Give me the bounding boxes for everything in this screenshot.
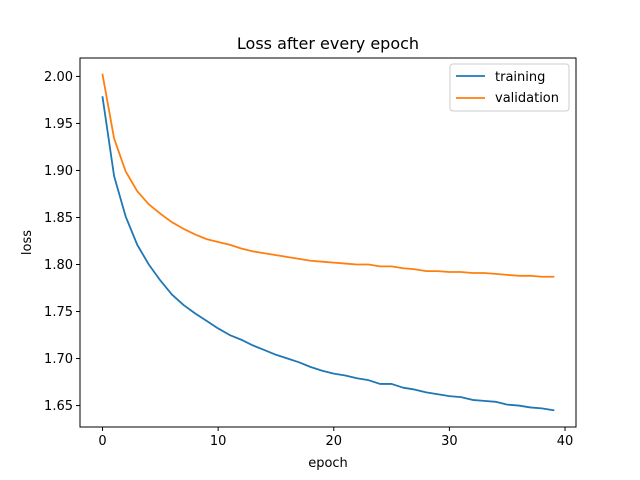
y-axis: 1.65 1.70 1.75 1.80 1.85 1.90 1.95 2.00 [44, 70, 80, 414]
x-tick-label: 10 [210, 434, 227, 449]
y-tick-label: 1.80 [44, 258, 73, 273]
y-tick-label: 1.85 [44, 211, 73, 226]
chart-title: Loss after every epoch [237, 34, 419, 53]
x-tick-label: 0 [98, 434, 106, 449]
x-axis-label: epoch [308, 456, 348, 471]
y-axis-label: loss [20, 230, 35, 255]
legend-label-training: training [495, 70, 545, 85]
y-tick-label: 1.95 [44, 117, 73, 132]
series-line-validation [101, 73, 555, 278]
x-axis: 0 10 20 30 40 [98, 427, 573, 449]
series-layer [101, 73, 555, 412]
x-tick-label: 20 [326, 434, 343, 449]
series-line-training [101, 96, 555, 412]
y-tick-label: 1.70 [44, 352, 73, 367]
y-tick-label: 1.65 [44, 399, 73, 414]
plot-area [79, 57, 577, 428]
x-tick-label: 40 [557, 434, 574, 449]
y-tick-label: 1.75 [44, 305, 73, 320]
y-tick-label: 1.90 [44, 164, 73, 179]
legend-label-validation: validation [495, 91, 559, 106]
y-tick-label: 2.00 [44, 70, 73, 85]
x-tick-label: 30 [441, 434, 458, 449]
legend: training validation [449, 63, 570, 112]
